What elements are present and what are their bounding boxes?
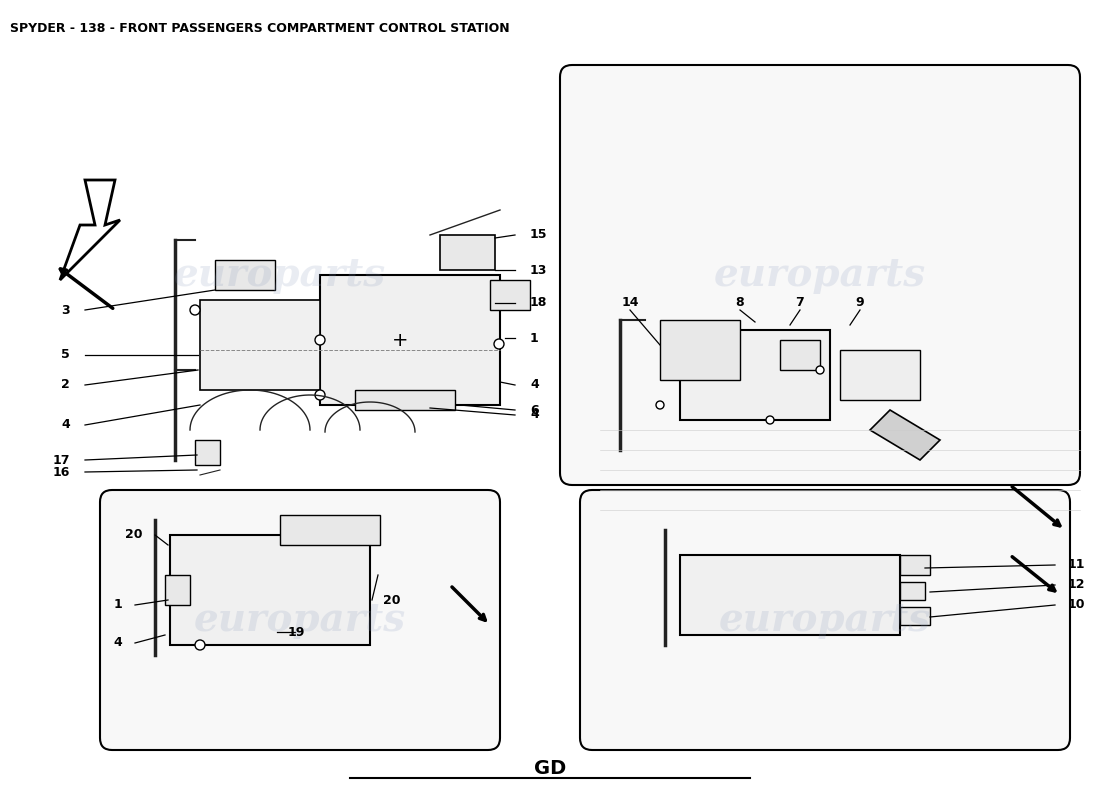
Bar <box>195 440 220 465</box>
Bar <box>660 320 740 380</box>
Text: 4: 4 <box>113 637 122 650</box>
Bar <box>490 280 530 310</box>
Text: GD: GD <box>534 758 566 778</box>
Text: 20: 20 <box>383 594 400 606</box>
Bar <box>170 535 370 645</box>
Text: 15: 15 <box>530 229 548 242</box>
Circle shape <box>656 401 664 409</box>
Text: 14: 14 <box>621 295 639 309</box>
Text: 10: 10 <box>1068 598 1086 611</box>
Bar <box>680 330 830 420</box>
Text: 6: 6 <box>530 403 539 417</box>
Polygon shape <box>60 180 120 280</box>
Bar <box>900 582 925 600</box>
Bar <box>165 575 190 605</box>
Bar <box>840 350 920 400</box>
Text: europarts: europarts <box>719 601 931 639</box>
Text: 4: 4 <box>62 418 70 431</box>
Bar <box>900 555 930 575</box>
Text: 1: 1 <box>113 598 122 611</box>
Text: 7: 7 <box>795 295 804 309</box>
Text: 3: 3 <box>62 303 70 317</box>
Text: 17: 17 <box>53 454 70 466</box>
Text: 20: 20 <box>124 529 142 542</box>
Bar <box>900 607 930 625</box>
Text: 8: 8 <box>736 295 745 309</box>
Text: 19: 19 <box>288 626 306 638</box>
FancyBboxPatch shape <box>580 490 1070 750</box>
Text: 18: 18 <box>530 297 548 310</box>
Text: europarts: europarts <box>714 256 926 294</box>
Bar <box>780 340 820 370</box>
Text: europarts: europarts <box>174 256 386 294</box>
Text: 1: 1 <box>530 331 539 345</box>
Text: 4: 4 <box>530 409 539 422</box>
Text: 9: 9 <box>856 295 865 309</box>
Text: 16: 16 <box>53 466 70 478</box>
FancyBboxPatch shape <box>560 65 1080 485</box>
Text: 2: 2 <box>62 378 70 391</box>
Text: SPYDER - 138 - FRONT PASSENGERS COMPARTMENT CONTROL STATION: SPYDER - 138 - FRONT PASSENGERS COMPARTM… <box>10 22 509 35</box>
Circle shape <box>766 416 774 424</box>
Bar <box>200 300 320 390</box>
Text: 4: 4 <box>530 378 539 391</box>
Circle shape <box>315 390 324 400</box>
Bar <box>214 260 275 290</box>
Text: 13: 13 <box>530 263 548 277</box>
Text: 5: 5 <box>62 349 70 362</box>
Text: 12: 12 <box>1068 578 1086 591</box>
Bar <box>440 235 495 270</box>
Circle shape <box>190 305 200 315</box>
Text: europarts: europarts <box>194 601 406 639</box>
Bar <box>680 555 900 635</box>
Polygon shape <box>870 410 940 460</box>
Circle shape <box>195 640 205 650</box>
Text: 11: 11 <box>1068 558 1086 571</box>
Bar <box>280 515 380 545</box>
Circle shape <box>494 339 504 349</box>
Bar <box>355 390 455 410</box>
Text: +: + <box>392 330 408 350</box>
Circle shape <box>315 335 324 345</box>
Bar <box>320 275 500 405</box>
Circle shape <box>816 366 824 374</box>
FancyBboxPatch shape <box>100 490 500 750</box>
